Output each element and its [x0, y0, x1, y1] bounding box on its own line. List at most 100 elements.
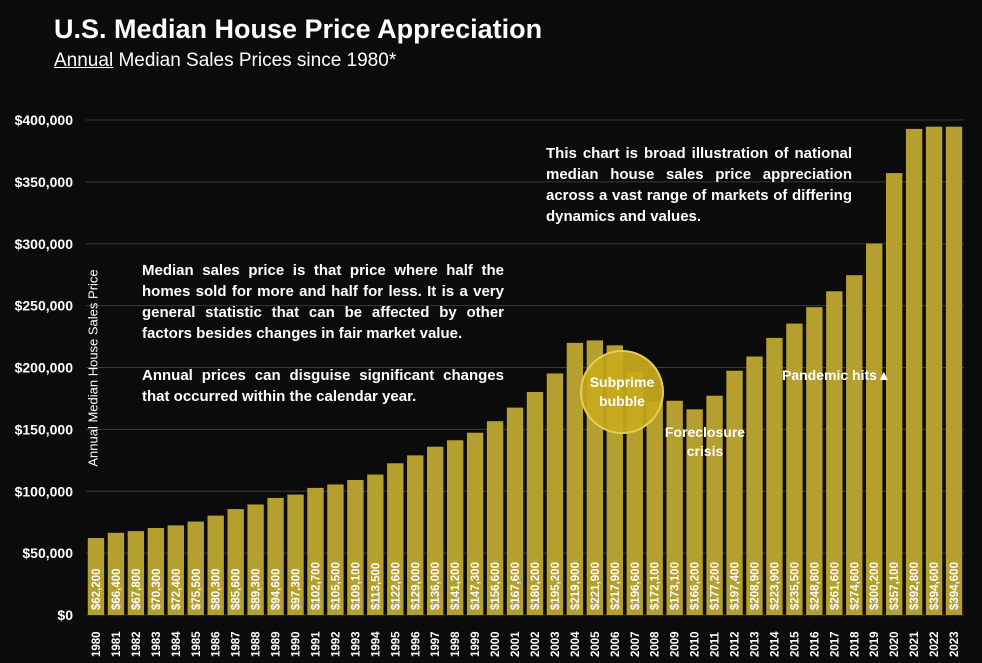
x-tick-label: 1992	[330, 631, 342, 657]
bar	[826, 291, 843, 615]
bar	[646, 402, 663, 615]
x-tick-label: 1981	[111, 631, 123, 657]
bar	[427, 446, 444, 615]
bar	[307, 487, 324, 615]
bars	[87, 126, 963, 616]
data-label: $172,100	[650, 562, 662, 610]
data-label: $274,600	[849, 562, 861, 610]
bar	[706, 395, 723, 615]
x-tick-label: 1995	[390, 631, 402, 657]
subprime-bubble-annotation: Subprime bubble	[580, 350, 664, 434]
foreclosure-line-1: Foreclosure	[664, 424, 746, 440]
x-tick-label: 2017	[829, 631, 841, 657]
bar	[167, 525, 184, 615]
x-tick-label: 1990	[291, 631, 303, 657]
note-left: Median sales price is that price where h…	[142, 260, 504, 407]
y-tick-label: $250,000	[15, 298, 74, 314]
data-label: $357,100	[889, 562, 901, 610]
note-right: This chart is broad illustration of nati…	[546, 145, 852, 225]
bar	[446, 440, 464, 615]
chart-subtitle: Annual Median Sales Prices since 1980*	[54, 50, 396, 72]
y-tick-label: $350,000	[15, 174, 74, 190]
data-label: $235,500	[789, 562, 801, 610]
x-tick-label: 2000	[490, 631, 502, 657]
data-label: $109,100	[350, 562, 362, 610]
x-tick-label: 1993	[350, 631, 362, 657]
y-tick-label: $150,000	[15, 421, 74, 437]
data-label: $156,600	[490, 562, 502, 610]
bar	[127, 531, 145, 615]
data-label: $394,600	[929, 562, 941, 610]
subtitle-underlined: Annual	[54, 50, 114, 71]
x-tick-label: 2018	[849, 631, 861, 657]
data-label: $72,400	[171, 568, 183, 610]
x-tick-label: 1987	[231, 631, 243, 657]
bar	[347, 479, 364, 615]
x-tick-label: 1999	[470, 631, 482, 657]
chart-title: U.S. Median House Price Appreciation	[54, 14, 543, 44]
bar	[666, 400, 683, 615]
pandemic-annotation: Pandemic hits▲	[782, 367, 891, 383]
data-label: $141,200	[450, 562, 462, 610]
data-label: $94,600	[271, 568, 283, 610]
x-tick-label: 2010	[690, 631, 702, 657]
bar	[866, 243, 883, 615]
bar	[806, 307, 823, 615]
data-label: $217,900	[610, 562, 622, 610]
x-tick-label: 1991	[310, 631, 322, 657]
bar	[846, 275, 863, 615]
data-label: $167,600	[510, 562, 522, 610]
data-label: $219,900	[570, 562, 582, 610]
bar	[407, 455, 424, 615]
bar	[227, 509, 244, 615]
bar	[686, 409, 703, 615]
x-tick-label: 2022	[929, 631, 941, 657]
data-label: $89,300	[251, 568, 263, 610]
bubble-line-2: bubble	[599, 393, 645, 409]
data-label: $180,200	[530, 562, 542, 610]
x-axis-ticks: 1980 1981 1982 1983 1984 1985 1986 1987 1988 1989…	[91, 631, 961, 657]
bar	[726, 370, 743, 615]
data-label: $62,200	[91, 568, 103, 610]
data-label: $147,300	[470, 562, 482, 610]
x-tick-label: 2009	[670, 631, 682, 657]
x-tick-label: 2007	[630, 631, 642, 657]
data-label: $105,500	[330, 562, 342, 610]
x-tick-label: 2005	[590, 631, 602, 657]
data-label: $223,900	[769, 562, 781, 610]
data-label: $66,400	[111, 568, 123, 610]
y-tick-label: $100,000	[15, 483, 74, 499]
x-tick-label: 2020	[889, 631, 901, 657]
bar	[885, 173, 903, 615]
y-tick-label: $0	[57, 607, 73, 623]
x-tick-label: 2014	[769, 631, 781, 657]
bar	[387, 463, 404, 615]
data-label: $97,300	[291, 568, 303, 610]
bar	[925, 126, 943, 616]
data-label: $221,900	[590, 562, 602, 610]
y-axis-ticks: $0 $50,000 $100,000 $150,000 $200,000 $250,00…	[15, 112, 74, 623]
data-label: $394,600	[949, 562, 961, 610]
note-left-paragraph-1: Median sales price is that price where h…	[142, 262, 504, 342]
x-tick-label: 1989	[271, 631, 283, 657]
x-tick-label: 1988	[251, 631, 263, 657]
x-tick-label: 1982	[131, 631, 143, 657]
bar	[107, 532, 125, 615]
bar	[466, 432, 484, 615]
bar	[247, 504, 264, 615]
data-label: $300,200	[869, 562, 881, 610]
x-tick-label: 1985	[191, 631, 203, 657]
data-label: $173,100	[670, 562, 682, 610]
bar	[87, 538, 105, 615]
bar	[486, 421, 504, 615]
data-label: $208,900	[749, 562, 761, 610]
foreclosure-annotation: Foreclosure crisis	[655, 423, 755, 461]
data-label: $70,300	[151, 568, 163, 610]
data-label: $197,400	[730, 562, 742, 610]
x-tick-label: 2011	[710, 631, 722, 657]
bar	[147, 528, 165, 615]
data-labels: $62,200 $66,400 $67,800 $70,300 $72,400 $75,5…	[91, 562, 961, 610]
x-tick-label: 2002	[530, 631, 542, 657]
y-tick-label: $300,000	[15, 236, 74, 252]
